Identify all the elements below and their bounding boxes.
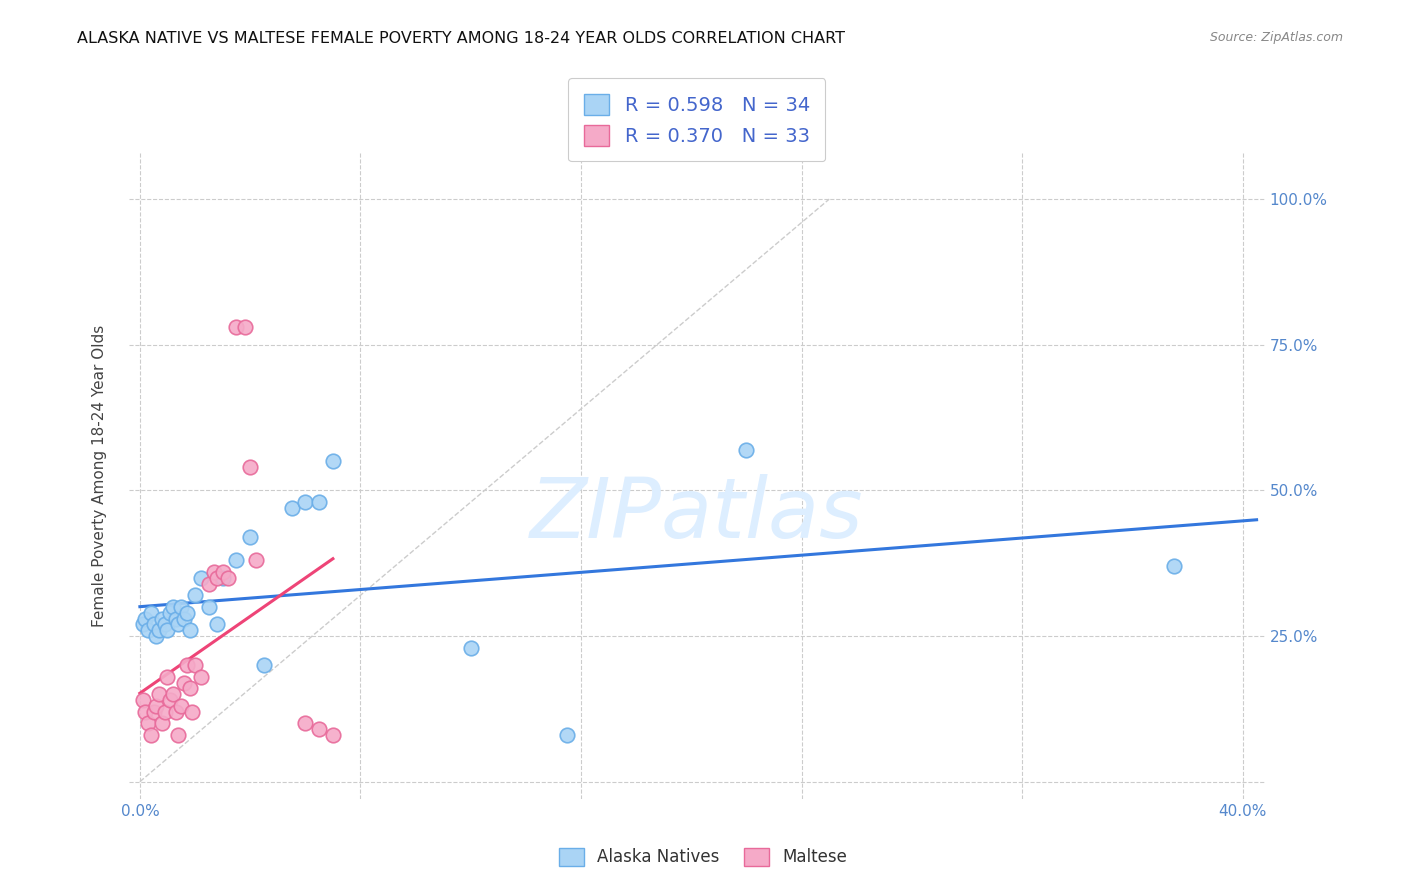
Point — [239, 530, 262, 544]
Point — [190, 571, 212, 585]
Point — [162, 687, 184, 701]
Point — [150, 716, 173, 731]
Point — [280, 500, 302, 515]
Point — [167, 617, 190, 632]
Point — [205, 617, 228, 632]
Point — [179, 681, 201, 696]
Point — [156, 670, 179, 684]
Point — [239, 460, 262, 475]
Point — [153, 705, 176, 719]
Point — [134, 705, 156, 719]
Text: ALASKA NATIVE VS MALTESE FEMALE POVERTY AMONG 18-24 YEAR OLDS CORRELATION CHART: ALASKA NATIVE VS MALTESE FEMALE POVERTY … — [77, 31, 845, 46]
Point — [211, 571, 233, 585]
Y-axis label: Female Poverty Among 18-24 Year Olds: Female Poverty Among 18-24 Year Olds — [93, 325, 107, 627]
Point — [142, 617, 165, 632]
Text: ZIPatlas: ZIPatlas — [530, 475, 863, 555]
Point — [136, 624, 159, 638]
Point — [136, 716, 159, 731]
Point — [245, 553, 267, 567]
Point — [142, 705, 165, 719]
Point — [225, 320, 247, 334]
Point — [555, 728, 578, 742]
Point — [176, 606, 198, 620]
Point — [460, 640, 482, 655]
Point — [198, 599, 221, 614]
Point — [179, 624, 201, 638]
Text: Source: ZipAtlas.com: Source: ZipAtlas.com — [1209, 31, 1343, 45]
Point — [322, 454, 344, 468]
Point — [148, 687, 170, 701]
Point — [153, 617, 176, 632]
Point — [159, 693, 181, 707]
Point — [322, 728, 344, 742]
Point — [1163, 559, 1185, 574]
Point — [217, 571, 239, 585]
Point — [308, 723, 330, 737]
Point — [162, 599, 184, 614]
Point — [165, 611, 187, 625]
Point — [156, 624, 179, 638]
Point — [233, 320, 256, 334]
Point — [211, 565, 233, 579]
Point — [184, 588, 207, 602]
Point — [131, 617, 153, 632]
Point — [173, 675, 195, 690]
Point — [181, 705, 204, 719]
Point — [167, 728, 190, 742]
Point — [139, 728, 162, 742]
Point — [148, 624, 170, 638]
Point — [145, 629, 167, 643]
Legend: R = 0.598   N = 34, R = 0.370   N = 33: R = 0.598 N = 34, R = 0.370 N = 33 — [568, 78, 825, 161]
Point — [198, 576, 221, 591]
Point — [170, 698, 193, 713]
Point — [173, 611, 195, 625]
Point — [170, 599, 193, 614]
Point — [145, 698, 167, 713]
Point — [134, 611, 156, 625]
Point — [139, 606, 162, 620]
Point — [159, 606, 181, 620]
Point — [150, 611, 173, 625]
Point — [294, 495, 316, 509]
Point — [294, 716, 316, 731]
Point — [131, 693, 153, 707]
Point — [205, 571, 228, 585]
Point — [176, 658, 198, 673]
Point — [735, 442, 758, 457]
Point — [225, 553, 247, 567]
Point — [165, 705, 187, 719]
Point — [253, 658, 276, 673]
Legend: Alaska Natives, Maltese: Alaska Natives, Maltese — [553, 841, 853, 873]
Point — [184, 658, 207, 673]
Point — [308, 495, 330, 509]
Point — [202, 565, 225, 579]
Point — [190, 670, 212, 684]
